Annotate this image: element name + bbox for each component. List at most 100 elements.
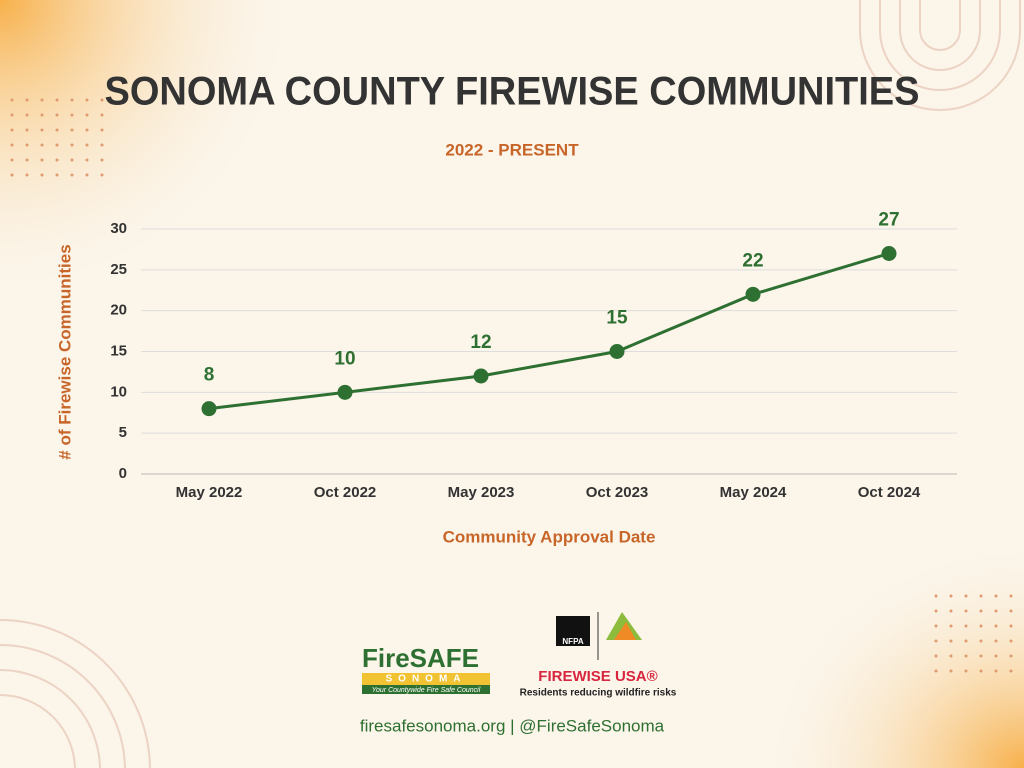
dot: [40, 113, 44, 117]
dot: [55, 158, 59, 162]
dot: [949, 609, 953, 613]
dot: [934, 654, 938, 658]
dot: [10, 143, 14, 147]
logo-text: SONOMA: [386, 674, 467, 685]
corner-glow: [0, 0, 300, 300]
dot: [10, 128, 14, 132]
data-label: 12: [470, 332, 491, 353]
logo-text: NFPA: [562, 637, 583, 646]
dot: [994, 624, 998, 628]
data-line: [208, 252, 890, 411]
dot: [994, 609, 998, 613]
dot: [100, 98, 104, 102]
dot: [949, 639, 953, 643]
y-tick-label: 5: [119, 424, 127, 441]
data-point: [881, 246, 897, 261]
dot: [40, 173, 44, 177]
logo-band: [362, 673, 490, 685]
dot: [994, 669, 998, 673]
dot: [979, 639, 983, 643]
dot: [979, 609, 983, 613]
dot: [949, 624, 953, 628]
logo-text: FireSAFE: [362, 643, 479, 673]
firesafe-logo: FireSAFE SONOMA Your Countywide Fire Saf…: [362, 643, 490, 694]
dot: [934, 669, 938, 673]
data-label: 8: [204, 365, 215, 386]
dot: [40, 98, 44, 102]
dot: [934, 624, 938, 628]
dot: [70, 113, 74, 117]
dot: [85, 158, 89, 162]
dot: [934, 609, 938, 613]
dot: [70, 158, 74, 162]
dot: [1009, 639, 1013, 643]
x-tick-label: Oct 2023: [586, 484, 649, 501]
dot: [25, 113, 29, 117]
logo-text: Residents reducing wildfire risks: [520, 688, 677, 699]
dot: [979, 594, 983, 598]
dot: [25, 158, 29, 162]
dot: [85, 98, 89, 102]
data-point: [201, 401, 217, 417]
dot: [100, 173, 104, 177]
dot: [964, 669, 968, 673]
data-label: 15: [606, 308, 628, 329]
dot: [964, 639, 968, 643]
x-tick-label: Oct 2024: [858, 484, 921, 501]
dot: [55, 128, 59, 132]
x-tick-label: May 2024: [720, 484, 787, 501]
dot: [100, 143, 104, 147]
dot: [85, 173, 89, 177]
dot: [964, 624, 968, 628]
dot: [70, 98, 74, 102]
dot: [1009, 669, 1013, 673]
dot: [55, 173, 59, 177]
y-tick-label: 20: [110, 302, 127, 319]
dot: [70, 173, 74, 177]
dot: [85, 143, 89, 147]
data-point: [609, 344, 625, 359]
dot: [10, 113, 14, 117]
x-tick-label: Oct 2022: [314, 484, 377, 501]
dot: [40, 128, 44, 132]
dot: [100, 158, 104, 162]
firewise-icon: [614, 622, 636, 640]
dot: [40, 158, 44, 162]
dot: [949, 669, 953, 673]
logo-text: Your Countywide Fire Safe Council: [372, 687, 481, 694]
dot: [979, 654, 983, 658]
dot: [964, 594, 968, 598]
data-point: [337, 384, 353, 400]
x-tick-label: May 2023: [448, 484, 515, 501]
dot: [934, 639, 938, 643]
dot: [994, 594, 998, 598]
dot: [10, 173, 14, 177]
y-tick-label: 25: [110, 261, 127, 278]
footer: firesafesonoma.org | @FireSafeSonoma: [360, 716, 665, 735]
chart-subtitle: 2022 - PRESENT: [445, 140, 579, 159]
chart-title: SONOMA COUNTY FIREWISE COMMUNITIES: [105, 70, 920, 114]
y-tick-label: 0: [119, 465, 127, 482]
dot: [25, 173, 29, 177]
dot-pattern: [10, 98, 1013, 673]
dot: [85, 128, 89, 132]
dot: [979, 624, 983, 628]
y-tick-label: 15: [110, 342, 127, 359]
x-tick-label: May 2022: [176, 484, 243, 501]
dot: [964, 654, 968, 658]
dot: [25, 143, 29, 147]
data-point: [745, 286, 761, 302]
nfpa-badge: [556, 616, 590, 646]
y-axis-label: # of Firewise Communities: [55, 244, 74, 459]
dot: [10, 158, 14, 162]
dot: [100, 128, 104, 132]
dot: [949, 594, 953, 598]
dot: [964, 609, 968, 613]
y-tick-label: 10: [110, 383, 127, 400]
dot: [1009, 654, 1013, 658]
dot: [1009, 594, 1013, 598]
y-tick-label: 30: [110, 220, 127, 237]
dot: [70, 128, 74, 132]
